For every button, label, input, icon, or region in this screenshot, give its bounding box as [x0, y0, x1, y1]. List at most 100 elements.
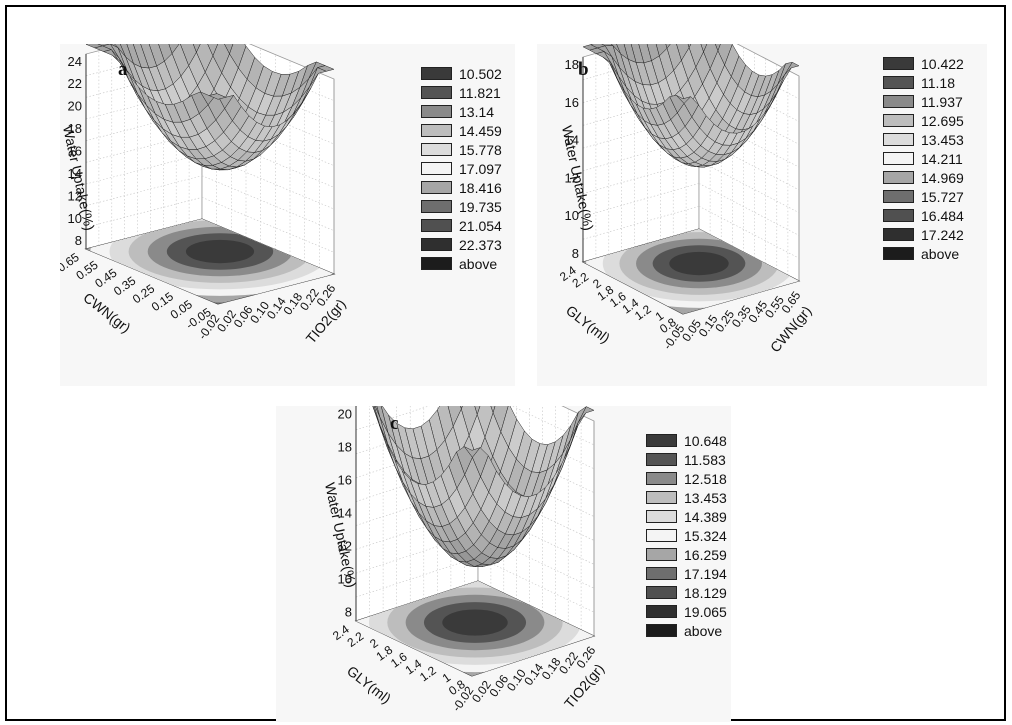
- legend-entry: 15.324: [646, 526, 727, 545]
- z-tick-label: 8: [75, 233, 82, 248]
- surface-mesh: [85, 44, 335, 171]
- legend-label: above: [459, 255, 498, 272]
- z-tick-label: 10: [565, 208, 579, 223]
- legend-entry: 14.459: [421, 121, 502, 140]
- legend-label: 16.484: [921, 207, 964, 224]
- legend-swatch: [883, 95, 914, 108]
- legend-entry: 13.453: [646, 488, 727, 507]
- legend-entry: 14.969: [883, 168, 964, 187]
- legend-label: 12.695: [921, 112, 964, 129]
- legend-swatch: [646, 434, 677, 447]
- legend-label: 14.389: [684, 508, 727, 525]
- legend-label: above: [684, 622, 723, 639]
- legend-swatch: [421, 67, 452, 80]
- z-tick-label: 12: [338, 538, 352, 553]
- legend-swatch: [421, 219, 452, 232]
- legend-swatch: [883, 247, 914, 260]
- z-tick-label: 18: [68, 121, 82, 136]
- legend-entry: 19.735: [421, 197, 502, 216]
- legend-swatch: [883, 228, 914, 241]
- z-tick-label: 10: [68, 211, 82, 226]
- panel-label-b: b: [578, 59, 589, 80]
- legend-label: 21.054: [459, 217, 502, 234]
- legend-entry: 15.778: [421, 140, 502, 159]
- legend-swatch: [646, 586, 677, 599]
- legend-label: 19.735: [459, 198, 502, 215]
- legend-label: 17.194: [684, 565, 727, 582]
- legend-entry: above: [646, 621, 727, 640]
- legend-label: 13.14: [459, 103, 495, 120]
- legend-label: above: [921, 245, 960, 262]
- z-tick-label: 24: [68, 54, 82, 69]
- legend-label: 11.583: [684, 451, 726, 468]
- legend-label: 15.727: [921, 188, 964, 205]
- legend-entry: above: [421, 254, 502, 273]
- legend-swatch: [421, 105, 452, 118]
- z-tick-label: 14: [565, 133, 579, 148]
- z-tick-label: 12: [565, 170, 579, 185]
- legend-entry: 18.416: [421, 178, 502, 197]
- panel-label-c: c: [390, 413, 399, 434]
- z-axis-label: Water Uptake(%): [322, 481, 360, 589]
- legend-label: 11.821: [459, 84, 501, 101]
- legend-swatch: [421, 238, 452, 251]
- legend-label: 14.211: [921, 150, 963, 167]
- z-tick-label: 16: [338, 473, 352, 488]
- legend-swatch: [646, 510, 677, 523]
- legend-entry: 21.054: [421, 216, 502, 235]
- legend-entry: 17.097: [421, 159, 502, 178]
- legend-label: 13.453: [684, 489, 727, 506]
- legend-entry: 13.453: [883, 130, 964, 149]
- legend-swatch: [421, 143, 452, 156]
- legend-entry: 15.727: [883, 187, 964, 206]
- legend-entry: 16.259: [646, 545, 727, 564]
- surface-plot-b: 18 16 14 12 10 8 Water Uptake(%) 2.4 2.2 2 1.8 1.6 1…: [537, 44, 987, 386]
- legend-entry: 12.518: [646, 469, 727, 488]
- legend-label: 18.129: [684, 584, 727, 601]
- legend-label: 10.422: [921, 55, 964, 72]
- z-tick-label: 8: [345, 604, 352, 619]
- legend-entry: 17.194: [646, 564, 727, 583]
- z-tick-label: 14: [68, 166, 82, 181]
- legend-swatch: [646, 567, 677, 580]
- surface-mesh: [582, 44, 800, 168]
- legend-swatch: [883, 114, 914, 127]
- legend-swatch: [646, 624, 677, 637]
- legend-swatch: [883, 190, 914, 203]
- legend-swatch: [883, 171, 914, 184]
- legend-label: 12.518: [684, 470, 727, 487]
- x-axis-label: GLY(ml): [344, 663, 394, 707]
- legend-swatch: [646, 453, 677, 466]
- z-tick-label: 18: [338, 440, 352, 455]
- legend-swatch: [883, 76, 914, 89]
- legend-swatch: [421, 124, 452, 137]
- legend-swatch: [646, 548, 677, 561]
- legend-label: 11.18: [921, 74, 955, 91]
- legend-swatch: [646, 605, 677, 618]
- legend-label: 22.373: [459, 236, 502, 253]
- legend-swatch: [883, 209, 914, 222]
- legend-entry: 11.937: [883, 92, 964, 111]
- legend-entry: 18.129: [646, 583, 727, 602]
- legend-entry: 11.821: [421, 83, 502, 102]
- legend-entry: 22.373: [421, 235, 502, 254]
- z-tick-label: 16: [565, 95, 579, 110]
- legend-c: 10.648 11.583 12.518 13.453 14.389 15.324 16.2…: [646, 431, 727, 640]
- legend-label: 11.937: [921, 93, 963, 110]
- legend-swatch: [883, 152, 914, 165]
- legend-label: 18.416: [459, 179, 502, 196]
- legend-label: 17.242: [921, 226, 964, 243]
- z-tick-label: 20: [68, 99, 82, 114]
- legend-entry: 10.422: [883, 54, 964, 73]
- z-tick-label: 14: [338, 506, 352, 521]
- legend-label: 15.778: [459, 141, 502, 158]
- legend-entry: 12.695: [883, 111, 964, 130]
- legend-entry: 16.484: [883, 206, 964, 225]
- legend-entry: 11.18: [883, 73, 964, 92]
- legend-swatch: [421, 257, 452, 270]
- surface-plot-a: 24 22 20 18 16 14 12 10 8 Water Uptake(%) 0.65 0.55…: [60, 44, 515, 386]
- x-axis-label: GLY(ml): [563, 302, 613, 346]
- legend-label: 16.259: [684, 546, 727, 563]
- legend-swatch: [646, 529, 677, 542]
